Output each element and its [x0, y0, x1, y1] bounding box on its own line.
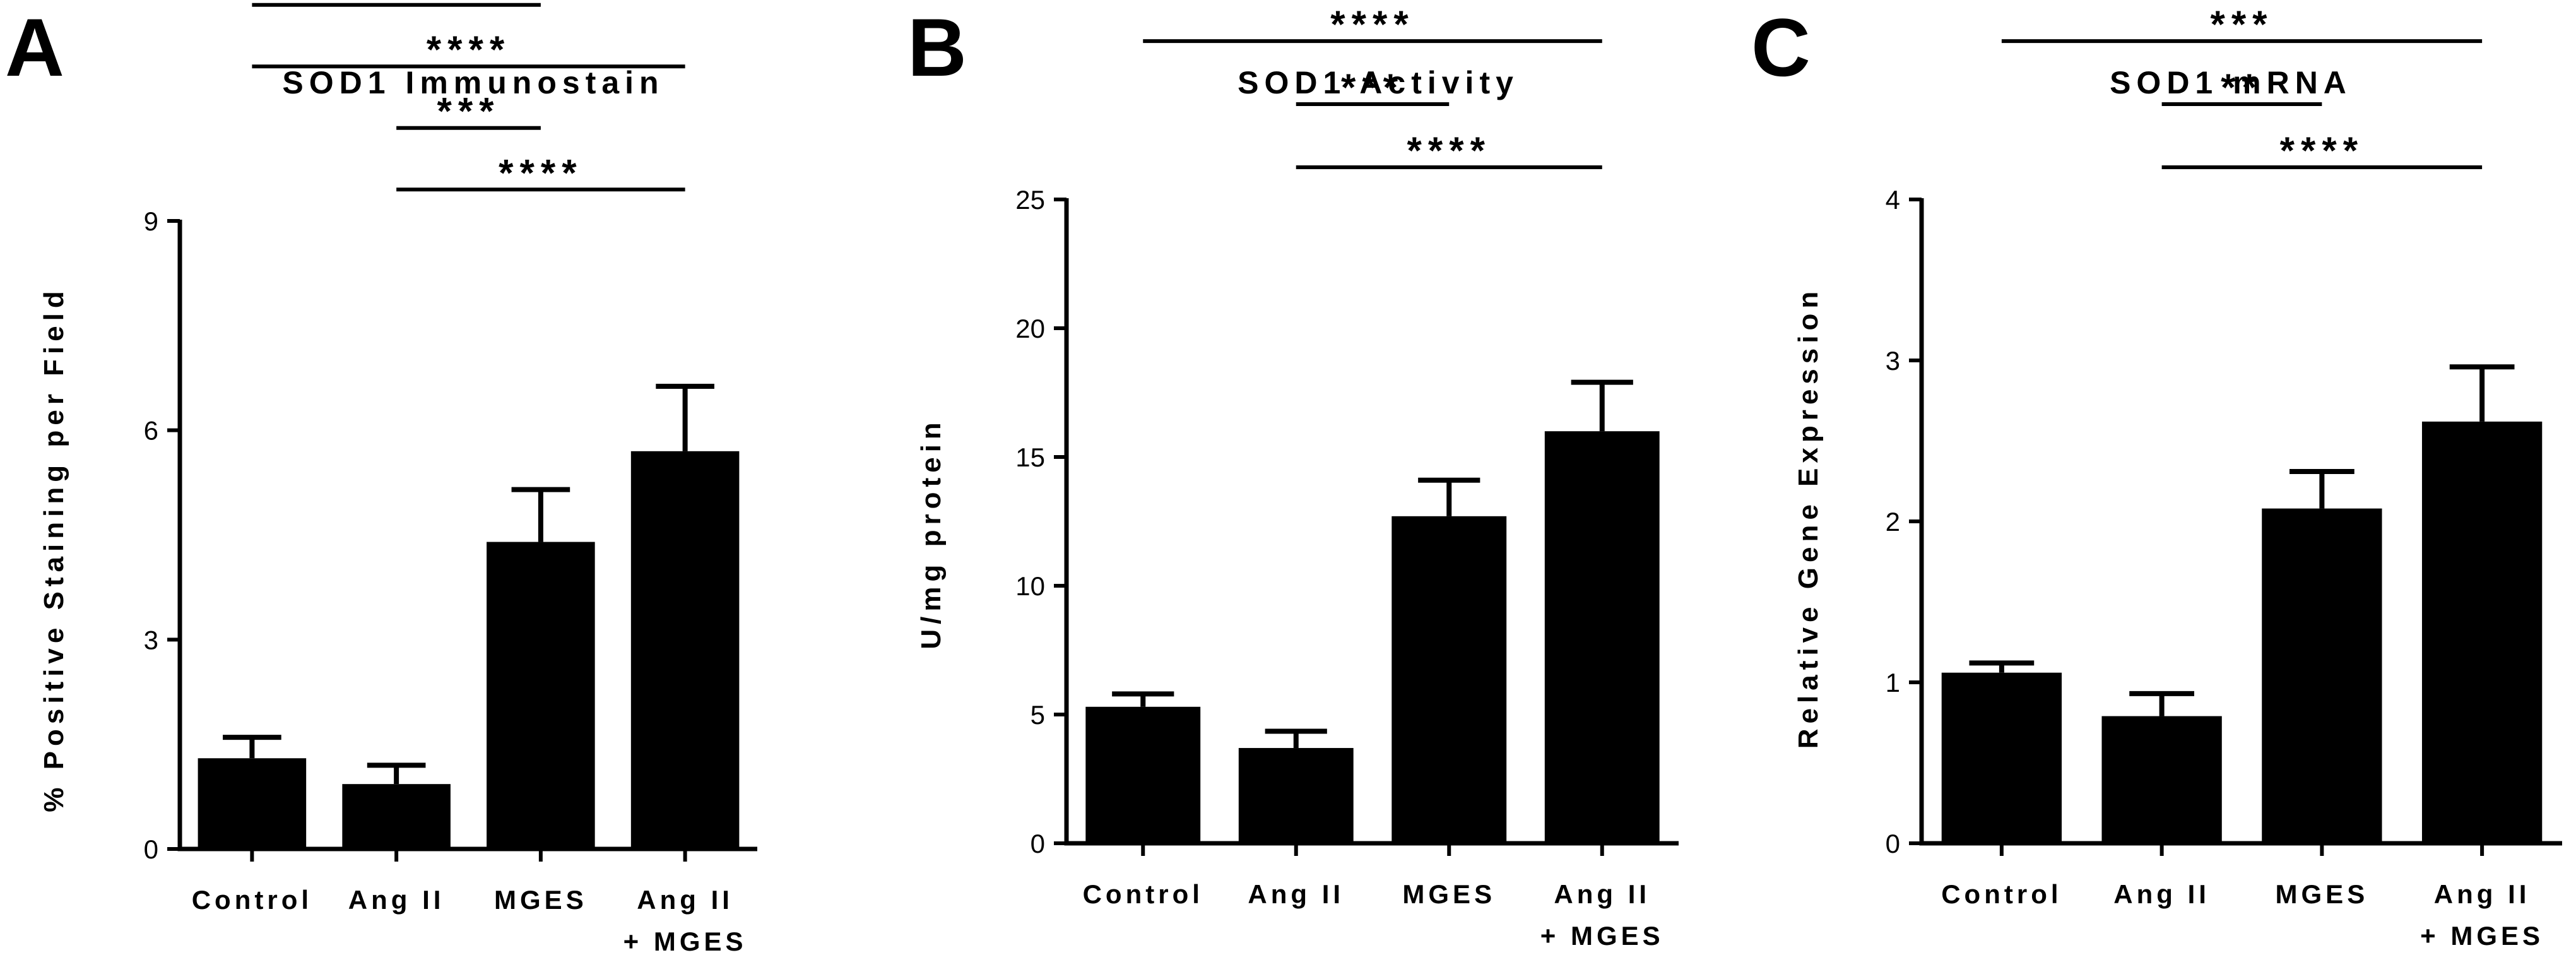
bar [1391, 516, 1507, 843]
significance-label: ** [2221, 66, 2263, 109]
y-tick-label: 2 [1886, 507, 1900, 537]
y-axis-label: U/mg protein [916, 417, 947, 649]
bar [198, 758, 307, 849]
y-tick-label: 10 [1015, 571, 1045, 601]
x-tick-label: MGES [1402, 879, 1496, 909]
significance-label: *** [2210, 3, 2273, 45]
y-axis-label: % Positive Staining per Field [38, 286, 69, 812]
x-tick-label: Ang II [637, 885, 733, 915]
y-tick-label: 9 [144, 206, 158, 236]
panel-letter: C [1751, 1, 1811, 93]
y-tick-label: 4 [1886, 185, 1900, 215]
bar [2262, 508, 2382, 843]
bar [1544, 431, 1660, 843]
y-tick-label: 5 [1031, 700, 1045, 730]
significance-label: **** [2280, 129, 2364, 172]
chart-title: SOD1 mRNA [2110, 65, 2352, 100]
x-tick-label: Control [1941, 879, 2062, 909]
panel-a: A SOD1 Immunostain % Positive Staining p… [5, 0, 757, 956]
significance-label: **** [427, 28, 511, 71]
significance-label: **** [1330, 3, 1414, 45]
y-tick-label: 0 [1031, 829, 1045, 858]
bar [1085, 706, 1201, 843]
panel-letter: A [5, 1, 64, 93]
x-tick-label: Ang II [1248, 879, 1344, 909]
panel-b: B SOD1 Activity U/mg protein 0 5 10 15 20 25 C… [907, 1, 1679, 951]
panel-c: C SOD1 mRNA Relative Gene Expression 0 1 2… [1751, 1, 2562, 951]
bar [2421, 421, 2543, 843]
bar [1238, 748, 1354, 843]
x-tick-label: + MGES [1540, 921, 1664, 951]
x-tick-label: Ang II [348, 885, 445, 915]
plot-area: 0 5 10 15 20 25 Control Ang II MGES Ang II + MGES *… [1015, 3, 1679, 951]
y-tick-label: 15 [1015, 442, 1045, 472]
y-axis-label: Relative Gene Expression [1793, 287, 1824, 749]
y-tick-label: 0 [144, 834, 158, 864]
significance-label: *** [1341, 66, 1404, 109]
bar [342, 784, 451, 849]
y-tick-label: 6 [144, 416, 158, 446]
x-tick-label: Control [192, 885, 312, 915]
bar [630, 451, 740, 849]
x-tick-label: MGES [2276, 879, 2369, 909]
y-tick-label: 20 [1015, 314, 1045, 343]
y-tick-label: 0 [1886, 829, 1900, 858]
y-tick-label: 25 [1015, 185, 1045, 215]
x-tick-label: Ang II [2434, 879, 2531, 909]
x-tick-label: MGES [494, 885, 588, 915]
significance-label: ** [375, 0, 418, 9]
x-tick-label: + MGES [2420, 921, 2544, 951]
chart-title: SOD1 Immunostain [282, 65, 664, 100]
x-tick-label: + MGES [623, 927, 747, 956]
x-tick-label: Control [1083, 879, 1203, 909]
y-tick-label: 3 [144, 625, 158, 655]
significance-label: **** [499, 151, 582, 194]
x-tick-label: Ang II [1554, 879, 1650, 909]
bar [1941, 672, 2062, 843]
bar [487, 542, 595, 849]
panel-letter: B [907, 1, 967, 93]
x-tick-label: Ang II [2113, 879, 2210, 909]
chart-title: SOD1 Activity [1238, 65, 1519, 100]
bar [2101, 716, 2222, 843]
y-tick-label: 1 [1886, 668, 1900, 697]
significance-label: *** [437, 90, 500, 133]
y-tick-label: 3 [1886, 346, 1900, 376]
significance-label: **** [1407, 129, 1491, 172]
